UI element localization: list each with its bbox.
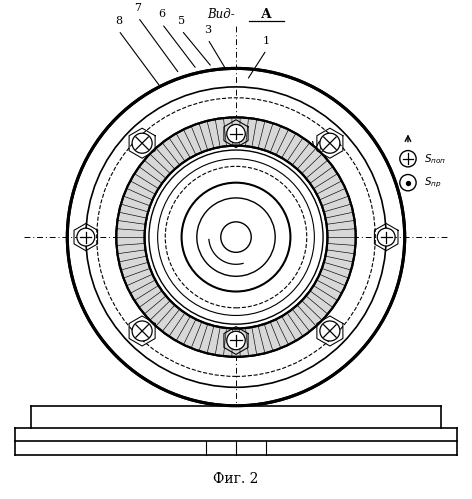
Text: А: А [261, 7, 272, 20]
Circle shape [400, 151, 416, 167]
Text: Вид-: Вид- [207, 7, 238, 20]
Text: 8: 8 [115, 16, 122, 26]
Circle shape [400, 175, 416, 191]
Circle shape [144, 146, 328, 328]
Text: $S_{поп}$: $S_{поп}$ [424, 152, 447, 166]
Circle shape [132, 133, 152, 153]
Circle shape [132, 321, 152, 341]
Text: 6: 6 [159, 9, 166, 19]
Circle shape [227, 124, 245, 143]
Circle shape [116, 117, 356, 357]
Text: $S_{пр}$: $S_{пр}$ [424, 176, 442, 190]
Text: $V_u$: $V_u$ [310, 140, 326, 155]
Circle shape [320, 321, 340, 341]
Text: $V_3$: $V_3$ [251, 216, 267, 231]
Circle shape [227, 331, 245, 350]
Text: 7: 7 [135, 3, 142, 13]
Circle shape [77, 228, 95, 246]
Text: 3: 3 [204, 24, 211, 34]
Text: Фиг. 2: Фиг. 2 [213, 472, 259, 486]
Text: 5: 5 [178, 16, 185, 26]
Circle shape [320, 133, 340, 153]
Circle shape [377, 228, 395, 246]
Text: 1: 1 [263, 35, 270, 45]
